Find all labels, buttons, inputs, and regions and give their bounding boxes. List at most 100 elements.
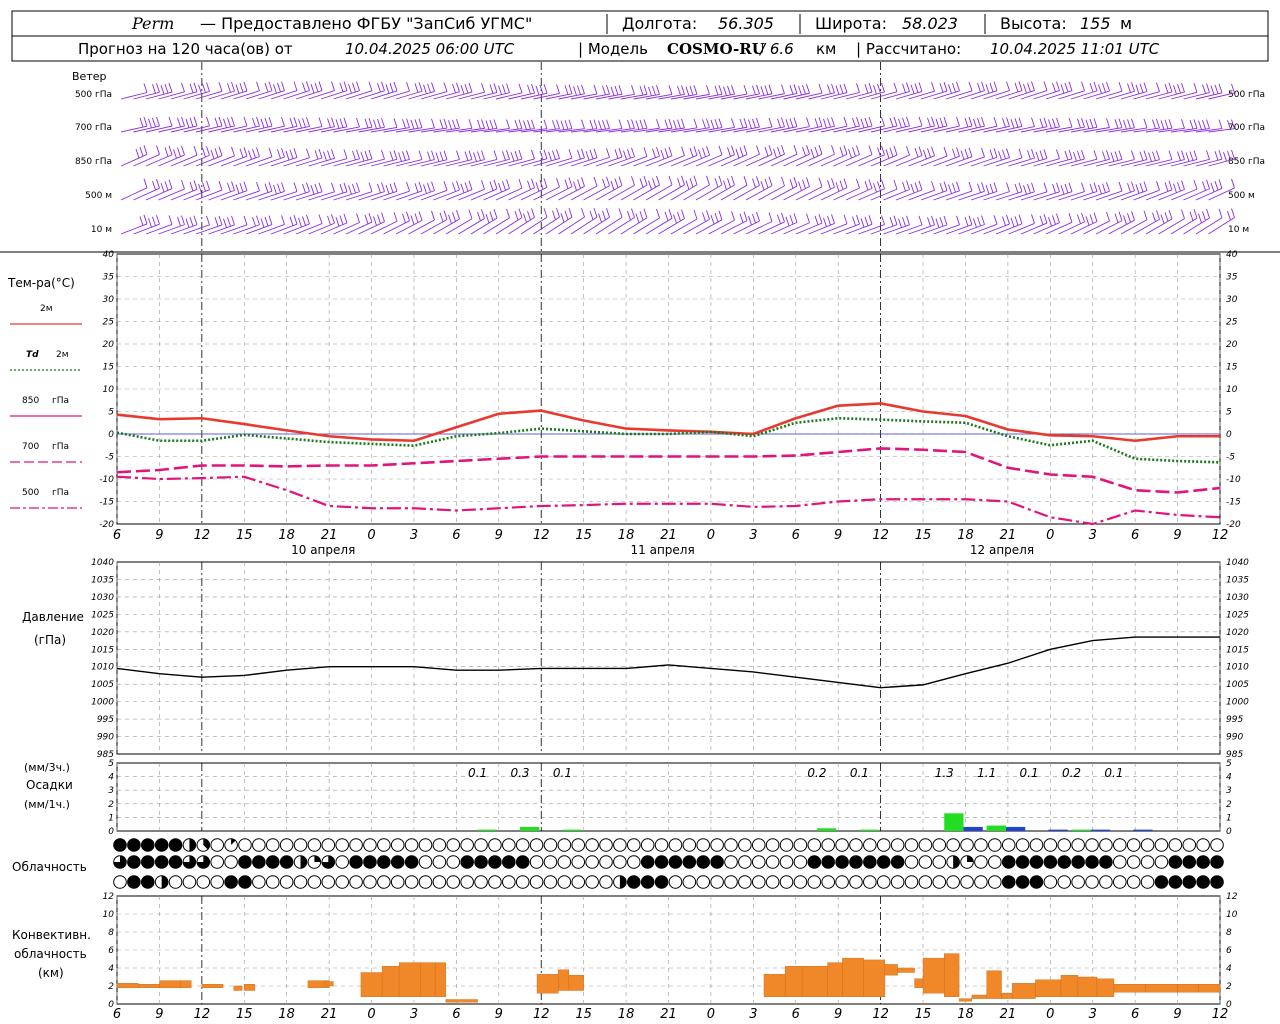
wind-barb-shaft — [458, 127, 485, 133]
cloud-symbol — [835, 838, 849, 852]
wind-barb-feather — [731, 85, 735, 95]
wind-barb — [708, 145, 735, 167]
wind-barb-feather — [564, 85, 569, 95]
cloud-circle — [363, 855, 377, 869]
wind-barb — [733, 117, 760, 133]
wind-barb-shaft — [745, 126, 773, 133]
wind-barb-shaft — [758, 221, 785, 235]
wind-barb — [433, 180, 460, 201]
wind-barb — [933, 147, 960, 167]
altitude-label: Высота: — [1000, 14, 1067, 33]
cloud-circle — [668, 855, 683, 869]
wind-barb-feather — [877, 83, 881, 94]
wind-barb-feather — [577, 85, 581, 95]
wind-barb-feather — [614, 178, 619, 188]
wind-barb — [345, 81, 373, 100]
wind-barb-feather — [1043, 149, 1048, 159]
wind-barb-feather — [506, 179, 510, 189]
wind-barb-shaft — [870, 188, 898, 201]
wind-barb-feather — [560, 213, 565, 223]
cloud-circle — [543, 838, 558, 852]
wind-barb-feather — [1085, 119, 1090, 129]
cloud-circle — [377, 855, 391, 869]
wind-barb-shaft — [383, 190, 410, 201]
wind-barb-shaft — [395, 219, 423, 235]
cloud-symbol — [390, 855, 405, 869]
wind-barb-feather — [927, 148, 931, 158]
cloud-circle — [1112, 838, 1127, 852]
wind-barb — [1058, 118, 1085, 133]
cloud-circle — [529, 875, 544, 889]
wind-barb-feather — [498, 182, 502, 193]
cloud-circle — [876, 838, 891, 852]
cloud-symbol — [1196, 838, 1210, 852]
cloud-circle — [571, 855, 586, 869]
wind-barb-shaft — [145, 91, 173, 100]
wind-barb-feather — [1052, 215, 1056, 225]
wind-barb-feather — [389, 151, 394, 161]
wind-barb — [983, 182, 1010, 201]
wind-barb — [470, 119, 498, 133]
wind-barb — [1058, 81, 1085, 100]
wind-barb-feather — [218, 82, 223, 92]
cloud-symbol — [154, 875, 169, 889]
wind-barb — [1183, 150, 1210, 167]
wind-barb — [358, 81, 385, 100]
wind-barb-feather — [602, 178, 606, 189]
cloud-circle — [1168, 838, 1183, 852]
wind-barb-feather — [618, 85, 623, 95]
wind-barb — [208, 116, 235, 133]
cloud-circle — [252, 855, 266, 869]
x-tick-label: 0 — [707, 528, 715, 543]
wind-barb — [383, 150, 410, 167]
wind-barb-feather — [631, 119, 635, 129]
cloud-symbol — [793, 838, 808, 852]
cloud-circle — [988, 875, 1002, 889]
wind-barb — [545, 177, 573, 201]
wind-barb-shaft — [170, 154, 198, 167]
cloud-sector — [203, 838, 210, 850]
cloud-symbol — [113, 875, 127, 889]
wind-barb — [545, 119, 573, 133]
cloud-circle — [293, 838, 308, 852]
wind-barb-feather — [931, 116, 935, 127]
cloud-symbol — [515, 875, 530, 889]
wind-barb-shaft — [1083, 158, 1110, 167]
wind-barb-feather — [477, 211, 481, 221]
cloud-symbol — [904, 838, 919, 852]
wind-barb-feather — [1064, 150, 1069, 161]
cloud-circle — [196, 875, 211, 889]
wind-barb-shaft — [820, 223, 848, 235]
wind-barb — [1208, 119, 1235, 133]
precip-rain-bar — [986, 825, 1006, 831]
wind-barb-feather — [185, 118, 190, 128]
wind-barb — [695, 210, 723, 235]
wind-barb — [145, 215, 173, 235]
cloud-circle — [682, 875, 697, 889]
cloud-symbol — [779, 838, 794, 852]
wind-barb-shaft — [470, 128, 498, 133]
wind-barb — [708, 175, 735, 201]
wind-barb — [508, 119, 535, 133]
wind-barb-feather — [268, 182, 273, 192]
wind-barb — [520, 119, 548, 133]
wind-barb-feather — [252, 217, 256, 227]
wind-barb-feather — [1056, 149, 1060, 159]
wind-barb — [633, 119, 660, 133]
convective-bar — [381, 966, 400, 998]
wind-barb-feather — [906, 82, 910, 92]
wind-barb — [220, 147, 248, 167]
temp-ytick-right: 15 — [1226, 363, 1238, 373]
wind-barb-feather — [1131, 118, 1135, 128]
cloud-circle — [418, 838, 433, 852]
cloud-circle — [307, 875, 322, 889]
cloud-circle — [460, 855, 474, 869]
wind-barb-feather — [573, 86, 577, 96]
wind-barb-shaft — [908, 155, 935, 167]
wind-barb-shaft — [883, 154, 910, 167]
wind-barb-shaft — [395, 190, 423, 201]
cloud-symbol — [640, 855, 655, 869]
wind-barb-shaft — [1045, 158, 1073, 167]
wind-barb-feather — [968, 181, 973, 192]
wind-barb-feather — [1118, 181, 1123, 192]
